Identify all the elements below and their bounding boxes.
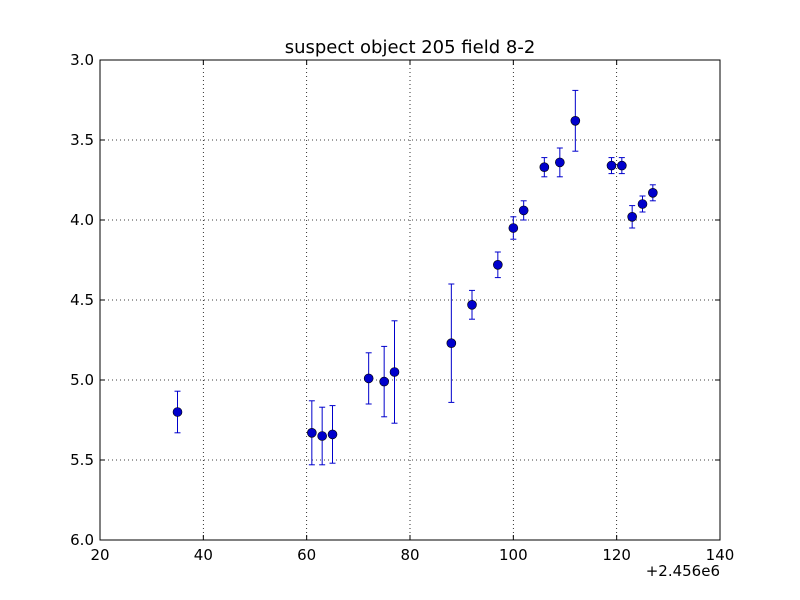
axis-ticks [99,59,721,541]
y-tick-labels: 3.0 3.5 4.0 4.5 5.0 5.5 6.0 [70,51,94,549]
data-point [389,367,400,377]
y-tick-label: 3.5 [70,131,94,149]
x-tick-label: 140 [706,546,735,564]
data-point [379,376,389,387]
grid [100,60,720,540]
data-point [446,338,457,349]
data-point [627,212,637,222]
data-point [617,160,627,171]
y-tick-label: 5.5 [70,451,94,469]
data-point [555,157,565,168]
data-point [606,160,617,171]
x-tick-label: 40 [194,546,213,564]
x-tick-label: 80 [400,546,419,564]
y-tick-label: 4.5 [70,291,94,309]
data-point [327,429,338,440]
data-point [363,373,374,384]
x-axis-offset-label: +2.456e6 [646,562,720,580]
x-tick-label: 60 [297,546,316,564]
x-tick-labels: 20 40 60 80 100 120 140 [90,546,734,564]
y-tick-label: 4.0 [70,211,94,229]
data-points [172,116,658,441]
y-tick-label: 3.0 [70,51,94,69]
chart-title: suspect object 205 field 8-2 [285,37,536,58]
data-point [539,162,550,172]
x-tick-label: 100 [499,546,528,564]
data-point [307,427,317,438]
data-point [648,188,658,198]
data-point [637,199,648,209]
y-tick-label: 5.0 [70,371,94,389]
data-point [493,259,503,270]
x-tick-label: 120 [602,546,631,564]
y-tick-label: 6.0 [70,531,94,549]
data-point [317,431,327,441]
data-point [570,116,581,126]
data-point [508,223,519,233]
data-point [518,205,529,216]
data-point [467,299,477,310]
data-point [172,407,183,417]
x-tick-label: 20 [90,546,109,564]
